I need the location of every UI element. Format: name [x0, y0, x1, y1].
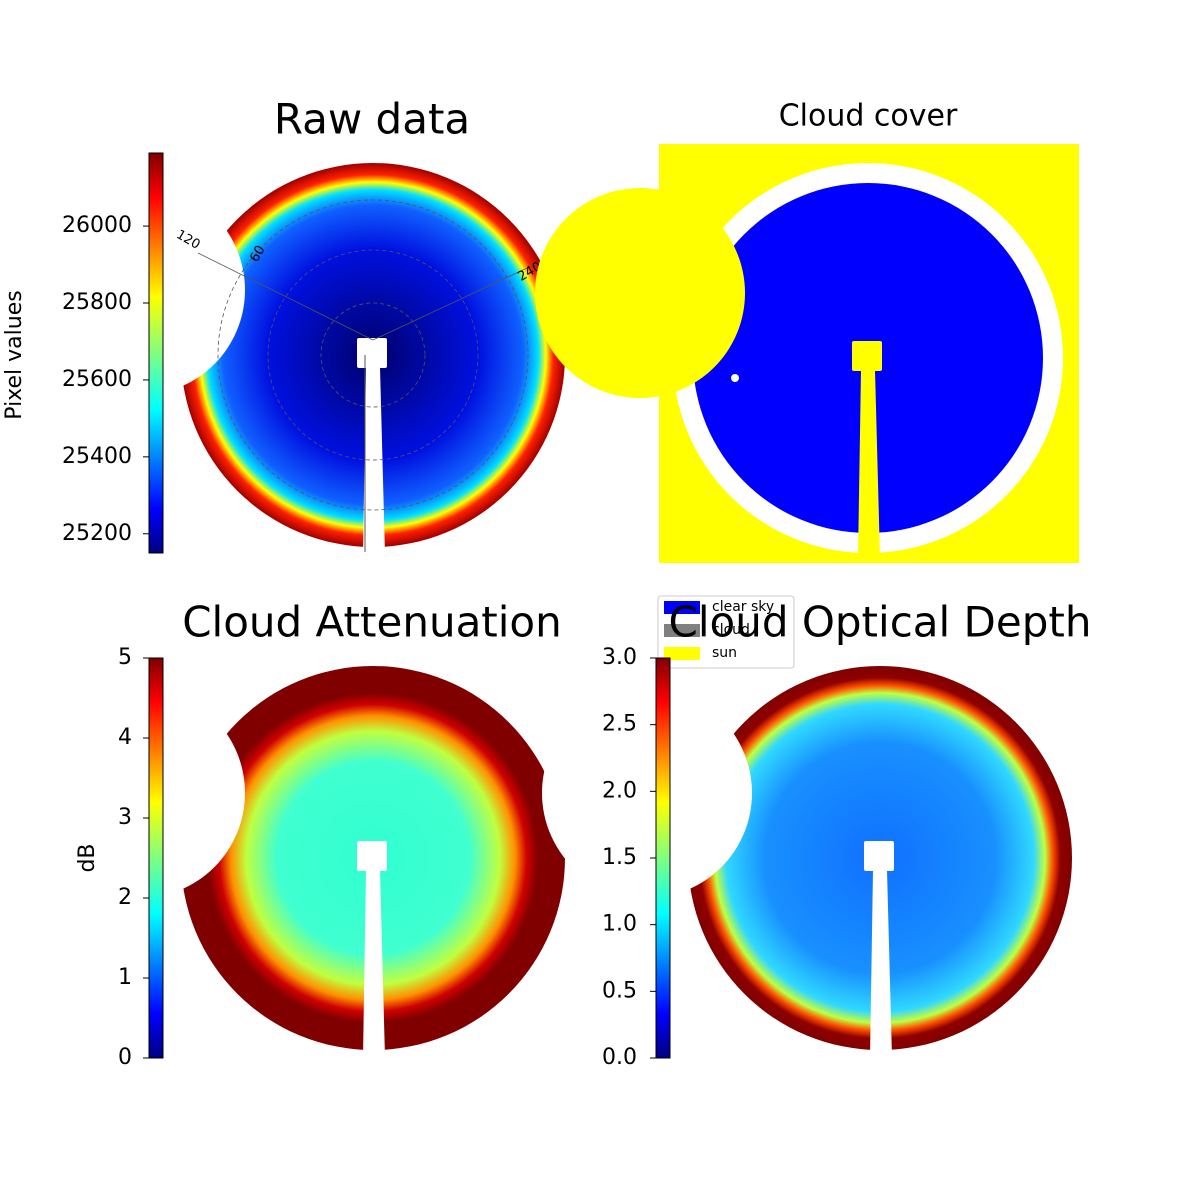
image-spot [731, 374, 739, 382]
colorbar-tick-label: 5 [118, 645, 132, 670]
panel-title: Cloud Attenuation [182, 598, 562, 647]
panel [535, 144, 1079, 563]
panel [35, 666, 565, 1058]
image-cutout [542, 688, 752, 898]
colorbar-label: dB [75, 843, 100, 872]
polar-grid [217, 199, 529, 511]
image-mast [357, 338, 387, 368]
colorbar-tick-label: 25600 [62, 367, 132, 392]
colorbar-tick-label: 1.0 [602, 912, 637, 937]
colorbar-tick-label: 25200 [62, 521, 132, 546]
image-mast [864, 841, 894, 871]
colorbar [148, 152, 164, 554]
image-mast [357, 841, 387, 871]
polar-grid [372, 246, 573, 341]
panel [542, 666, 1072, 1058]
legend-label: cloud [712, 622, 750, 638]
image-mast [852, 341, 882, 371]
colorbar-tick-label: 0.5 [602, 978, 637, 1003]
colorbar-tick-label: 3 [118, 805, 132, 830]
image-cutout [35, 185, 245, 395]
panel-title: Cloud cover [779, 99, 958, 134]
colorbar-tick-label: 3.0 [602, 645, 637, 670]
image-mast [363, 367, 385, 555]
colorbar-tick-label: 1 [118, 965, 132, 990]
panel-title: Cloud Optical Depth [669, 598, 1092, 647]
legend-swatch [664, 624, 700, 637]
legend-label: sun [712, 645, 737, 661]
panel-title: Raw data [274, 95, 470, 144]
legend-swatch [664, 647, 700, 660]
colorbar [148, 657, 164, 1059]
polar-grid [197, 252, 374, 341]
legend-label: clear sky [712, 599, 774, 615]
colorbar-tick-label: 26000 [62, 213, 132, 238]
colorbar-tick-label: 4 [118, 725, 132, 750]
colorbar-tick-label: 2.5 [602, 712, 637, 737]
polar-grid [320, 302, 426, 408]
image-mast [870, 870, 892, 1058]
colorbar-tick-label: 2 [118, 885, 132, 910]
colorbar-tick-label: 0.0 [602, 1045, 637, 1070]
image-mast [858, 370, 880, 558]
legend: clear sky cloud sun [657, 595, 795, 669]
colorbar-tick-label: 0 [118, 1045, 132, 1070]
image-mast [363, 870, 385, 1058]
colorbar-tick-label: 2.0 [602, 778, 637, 803]
colorbar-label: Pixel values [2, 290, 27, 419]
image-cutout [535, 188, 745, 398]
polar-grid [267, 249, 479, 461]
colorbar [655, 657, 671, 1059]
colorbar-tick-label: 1.5 [602, 845, 637, 870]
image-cutout [35, 688, 245, 898]
polar-label: 60 [247, 243, 268, 265]
colorbar-tick-label: 25800 [62, 290, 132, 315]
legend-swatch [664, 601, 700, 614]
colorbar-tick-label: 25400 [62, 444, 132, 469]
